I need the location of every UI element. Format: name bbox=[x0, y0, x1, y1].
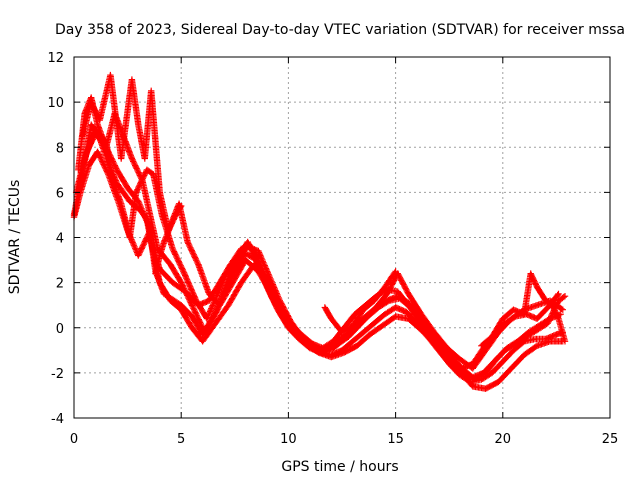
y-tick-label: 4 bbox=[56, 232, 64, 247]
x-tick-label: 0 bbox=[70, 432, 78, 447]
series-track-9 bbox=[478, 270, 569, 349]
y-tick-label: 8 bbox=[56, 141, 64, 156]
x-tick-label: 5 bbox=[177, 432, 185, 447]
y-tick-label: -2 bbox=[51, 367, 64, 382]
y-tick-label: -4 bbox=[51, 412, 64, 427]
y-tick-label: 12 bbox=[47, 51, 64, 66]
point-markers bbox=[70, 148, 566, 392]
y-tick-label: 6 bbox=[56, 186, 64, 201]
point-markers bbox=[478, 270, 569, 349]
point-markers bbox=[152, 202, 185, 277]
y-tick-label: 0 bbox=[56, 322, 64, 337]
y-axis-label: SDTVAR / TECUs bbox=[7, 180, 23, 295]
x-tick-label: 20 bbox=[495, 432, 512, 447]
x-tick-label: 15 bbox=[387, 432, 404, 447]
series-track-6 bbox=[70, 148, 566, 392]
chart-title: Day 358 of 2023, Sidereal Day-to-day VTE… bbox=[55, 22, 625, 38]
x-tick-label: 10 bbox=[280, 432, 297, 447]
grid bbox=[74, 57, 610, 418]
data-points bbox=[70, 71, 569, 392]
y-tick-label: 10 bbox=[47, 96, 64, 111]
y-tick-label: 2 bbox=[56, 277, 64, 292]
x-axis-label: GPS time / hours bbox=[281, 459, 398, 475]
x-tick-label: 25 bbox=[602, 432, 619, 447]
series-track-7 bbox=[152, 202, 185, 277]
point-markers bbox=[321, 268, 399, 336]
series-track-8 bbox=[321, 268, 399, 336]
axis-ticks: 0 5 10 15 20 25 -4 -2 0 2 4 6 8 10 12 bbox=[47, 51, 618, 447]
